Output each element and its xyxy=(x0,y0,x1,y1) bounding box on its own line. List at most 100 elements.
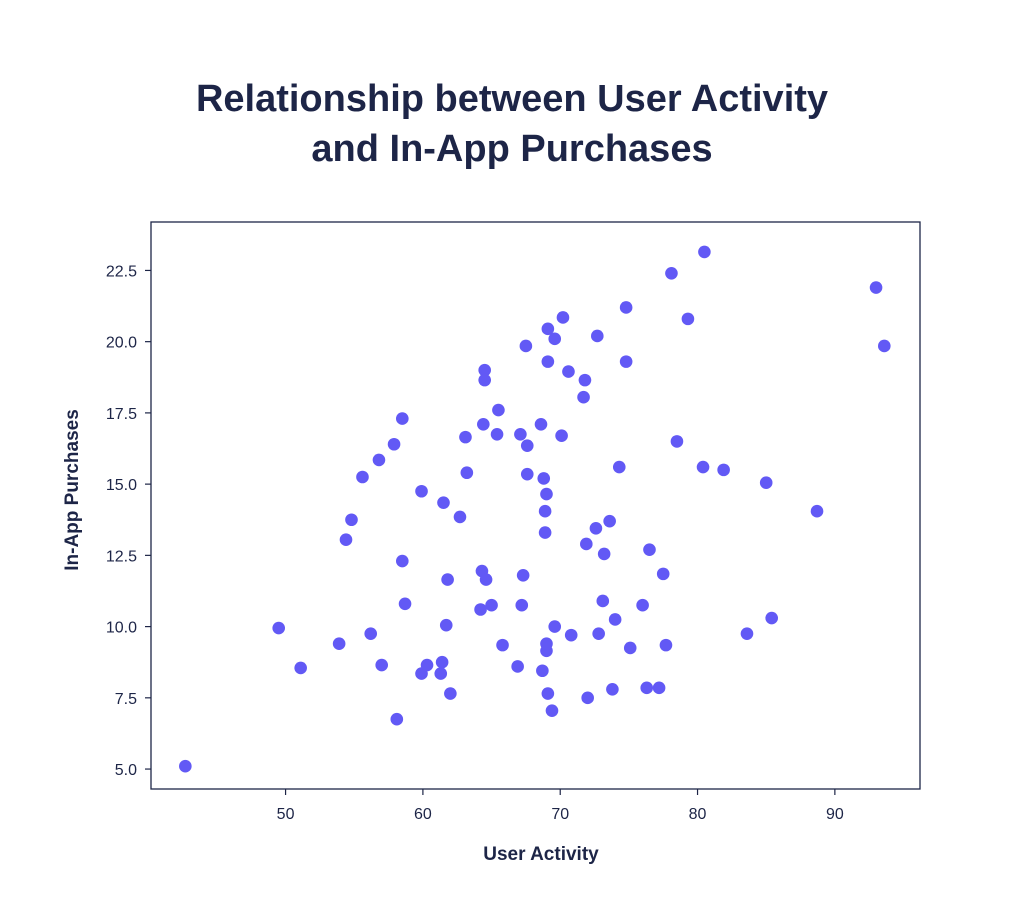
y-tick-label: 12.5 xyxy=(106,548,137,565)
data-point xyxy=(364,627,378,641)
x-tick-label: 80 xyxy=(689,806,707,823)
data-point xyxy=(520,439,534,452)
data-point xyxy=(696,460,710,474)
data-point xyxy=(390,712,404,726)
x-tick-label: 70 xyxy=(551,806,569,823)
data-point xyxy=(538,526,552,539)
data-point xyxy=(516,569,530,582)
data-point xyxy=(345,513,358,527)
y-axis-label: In-App Purchases xyxy=(62,409,83,571)
data-point xyxy=(636,598,649,612)
data-point xyxy=(434,667,448,680)
y-tick-label: 17.5 xyxy=(106,406,137,423)
data-point xyxy=(665,266,678,280)
data-point xyxy=(759,476,773,490)
y-tick-label: 7.5 xyxy=(115,691,137,708)
data-point xyxy=(765,611,778,625)
data-point xyxy=(514,427,527,441)
data-point xyxy=(589,521,603,535)
data-point xyxy=(332,637,346,650)
data-point xyxy=(541,355,555,368)
data-point xyxy=(810,504,824,518)
chart-title-line-1: Relationship between User Activity xyxy=(195,78,829,120)
data-point xyxy=(478,373,491,387)
data-point xyxy=(540,487,553,501)
data-point xyxy=(717,463,730,477)
data-point xyxy=(536,664,549,678)
data-point xyxy=(619,355,633,368)
data-point xyxy=(597,547,611,561)
y-tick-label: 22.5 xyxy=(106,263,137,280)
data-point xyxy=(562,365,575,378)
y-axis-ticks: 5.0 7.5 10.0 12.5 15.0 17.5 20.0 22.5 xyxy=(106,263,151,779)
data-point xyxy=(555,429,568,442)
data-point xyxy=(681,312,695,326)
data-point xyxy=(603,514,616,528)
data-point xyxy=(492,403,505,417)
data-point xyxy=(698,245,711,259)
data-point xyxy=(439,618,453,632)
chart-title: Relationship between User Activity and I… xyxy=(0,74,1024,174)
data-point xyxy=(444,687,457,700)
data-point xyxy=(496,638,509,652)
data-point xyxy=(485,598,498,612)
data-point xyxy=(612,460,626,474)
data-point xyxy=(420,658,434,672)
data-point xyxy=(619,301,633,314)
data-point xyxy=(643,543,656,556)
data-point xyxy=(670,435,684,448)
data-point xyxy=(272,621,286,635)
data-point xyxy=(652,681,666,695)
data-point xyxy=(372,453,386,467)
data-point xyxy=(656,567,670,581)
data-point xyxy=(640,681,654,695)
data-points xyxy=(179,245,891,773)
data-point xyxy=(511,660,524,673)
data-point xyxy=(564,628,578,642)
data-point xyxy=(541,322,555,336)
data-point xyxy=(395,554,409,568)
data-point xyxy=(548,620,562,633)
data-point xyxy=(623,641,637,655)
data-point xyxy=(608,613,622,626)
data-point xyxy=(294,661,307,675)
x-tick-label: 60 xyxy=(414,806,432,823)
data-point xyxy=(545,704,559,717)
data-point xyxy=(474,603,487,616)
data-point xyxy=(877,339,891,353)
data-point xyxy=(590,329,604,343)
x-axis-ticks: 50 60 70 80 90 xyxy=(277,789,844,823)
data-point xyxy=(437,496,450,509)
data-point xyxy=(520,467,534,481)
data-point xyxy=(339,533,353,546)
data-point xyxy=(459,430,472,444)
data-point xyxy=(398,597,412,611)
data-point xyxy=(538,504,552,518)
data-point xyxy=(596,594,610,608)
y-tick-label: 20.0 xyxy=(106,335,137,352)
data-point xyxy=(592,627,605,641)
x-tick-label: 90 xyxy=(826,806,844,823)
data-point xyxy=(659,638,673,652)
data-point xyxy=(869,281,883,294)
data-point xyxy=(415,484,428,498)
x-tick-label: 50 xyxy=(277,806,295,823)
data-point xyxy=(490,427,504,441)
data-point xyxy=(537,472,551,485)
data-point xyxy=(515,598,529,612)
data-point xyxy=(556,311,570,324)
data-point xyxy=(179,759,192,773)
data-point xyxy=(740,627,754,641)
plot-area-frame xyxy=(150,221,921,790)
data-point xyxy=(460,466,474,480)
y-tick-label: 5.0 xyxy=(115,762,137,779)
data-point xyxy=(395,412,409,425)
y-tick-label: 10.0 xyxy=(106,620,137,637)
chart-title-line-2: and In-App Purchases xyxy=(311,128,713,170)
x-axis-label: User Activity xyxy=(483,844,599,865)
data-point xyxy=(519,339,533,353)
data-point xyxy=(375,658,389,672)
data-point xyxy=(581,691,594,705)
y-tick-label: 15.0 xyxy=(106,477,137,494)
